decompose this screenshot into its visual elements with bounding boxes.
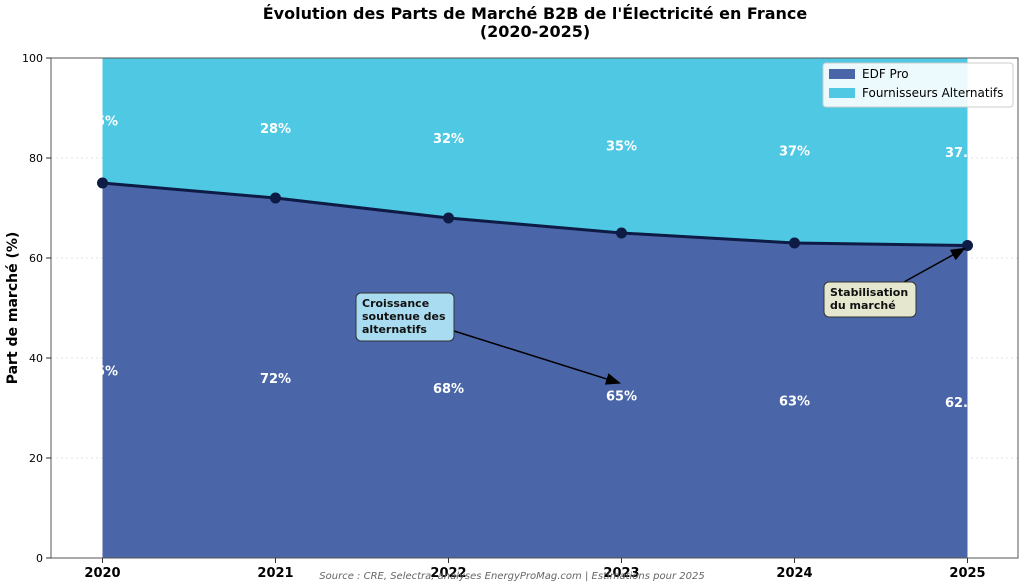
data-labels: 75% 72% 68% 65% 63% 62.5% 25% 28% 32% 35% 37% 37.5% [87,115,990,411]
legend-label-edf: EDF Pro [862,67,909,81]
edf-point-2021 [270,192,281,204]
x-tick-label: 2020 [84,566,120,581]
source-note: Source : CRE, Selectra, analyses EnergyP… [319,571,704,582]
label-edf-2021: 72% [260,372,291,387]
edf-point-2020 [97,177,108,189]
x-tick-label: 2025 [949,566,985,581]
annotation-arrow-1 [453,330,621,385]
x-tick-label: 2021 [257,566,293,581]
legend-swatch-edf [829,69,855,79]
plot-frame [50,57,1019,559]
edf-point-2023 [616,227,627,239]
chart-title-line2: (2020-2025) [480,22,590,41]
label-alternatifs-2021: 28% [260,122,291,137]
label-alternatifs-2022: 32% [433,132,464,147]
edf-line [97,177,973,251]
y-tick-label: 0 [36,552,43,565]
x-tick-label: 2022 [430,566,466,581]
edf-line-path [102,181,968,247]
label-edf-2020: 75% [87,365,118,380]
label-alternatifs-2020: 25% [87,115,118,130]
label-edf-2023: 65% [606,390,637,405]
axis-ticks: 0 20 40 60 80 100 2020 2021 2022 2023 2024 2025 [22,52,986,581]
label-edf-2022: 68% [433,382,464,397]
annotation-arrow-2 [903,247,966,283]
annotation-text-1: soutenue des [362,310,446,323]
y-tick-label: 100 [22,52,43,65]
area-fournisseurs-alternatifs [102,58,968,246]
y-axis-label: Part de marché (%) [5,232,21,385]
legend-box [822,62,1014,108]
label-edf-2024: 63% [779,395,810,410]
area-series [102,58,968,558]
label-alternatifs-2024: 37% [779,145,810,160]
annotation-text-1: Croissance [362,297,429,310]
label-alternatifs-2025: 37.5% [945,146,990,161]
legend-swatch-alternatifs [829,88,855,98]
area-edf-pro [102,183,968,558]
x-tick-label: 2024 [776,566,812,581]
edf-point-2024 [789,237,800,249]
legend-label-alternatifs: Fournisseurs Alternatifs [862,86,1003,100]
y-tick-label: 20 [29,452,43,465]
annotation-text-2: Stabilisation [830,286,908,299]
chart-title-line1: Évolution des Parts de Marché B2B de l'É… [263,4,808,23]
annotation-box-1 [355,292,455,342]
annotation-text-2: du marché [830,299,896,312]
edf-point-2022 [443,212,454,224]
annotation-box-2 [823,281,917,318]
x-tick-label: 2023 [603,566,639,581]
label-edf-2025: 62.5% [945,396,990,411]
y-tick-label: 80 [29,152,43,165]
y-tick-label: 60 [29,252,43,265]
y-tick-label: 40 [29,352,43,365]
annotation-text-1: alternatifs [362,323,427,336]
legend: EDF Pro Fournisseurs Alternatifs [822,62,1014,108]
label-alternatifs-2023: 35% [606,140,637,155]
